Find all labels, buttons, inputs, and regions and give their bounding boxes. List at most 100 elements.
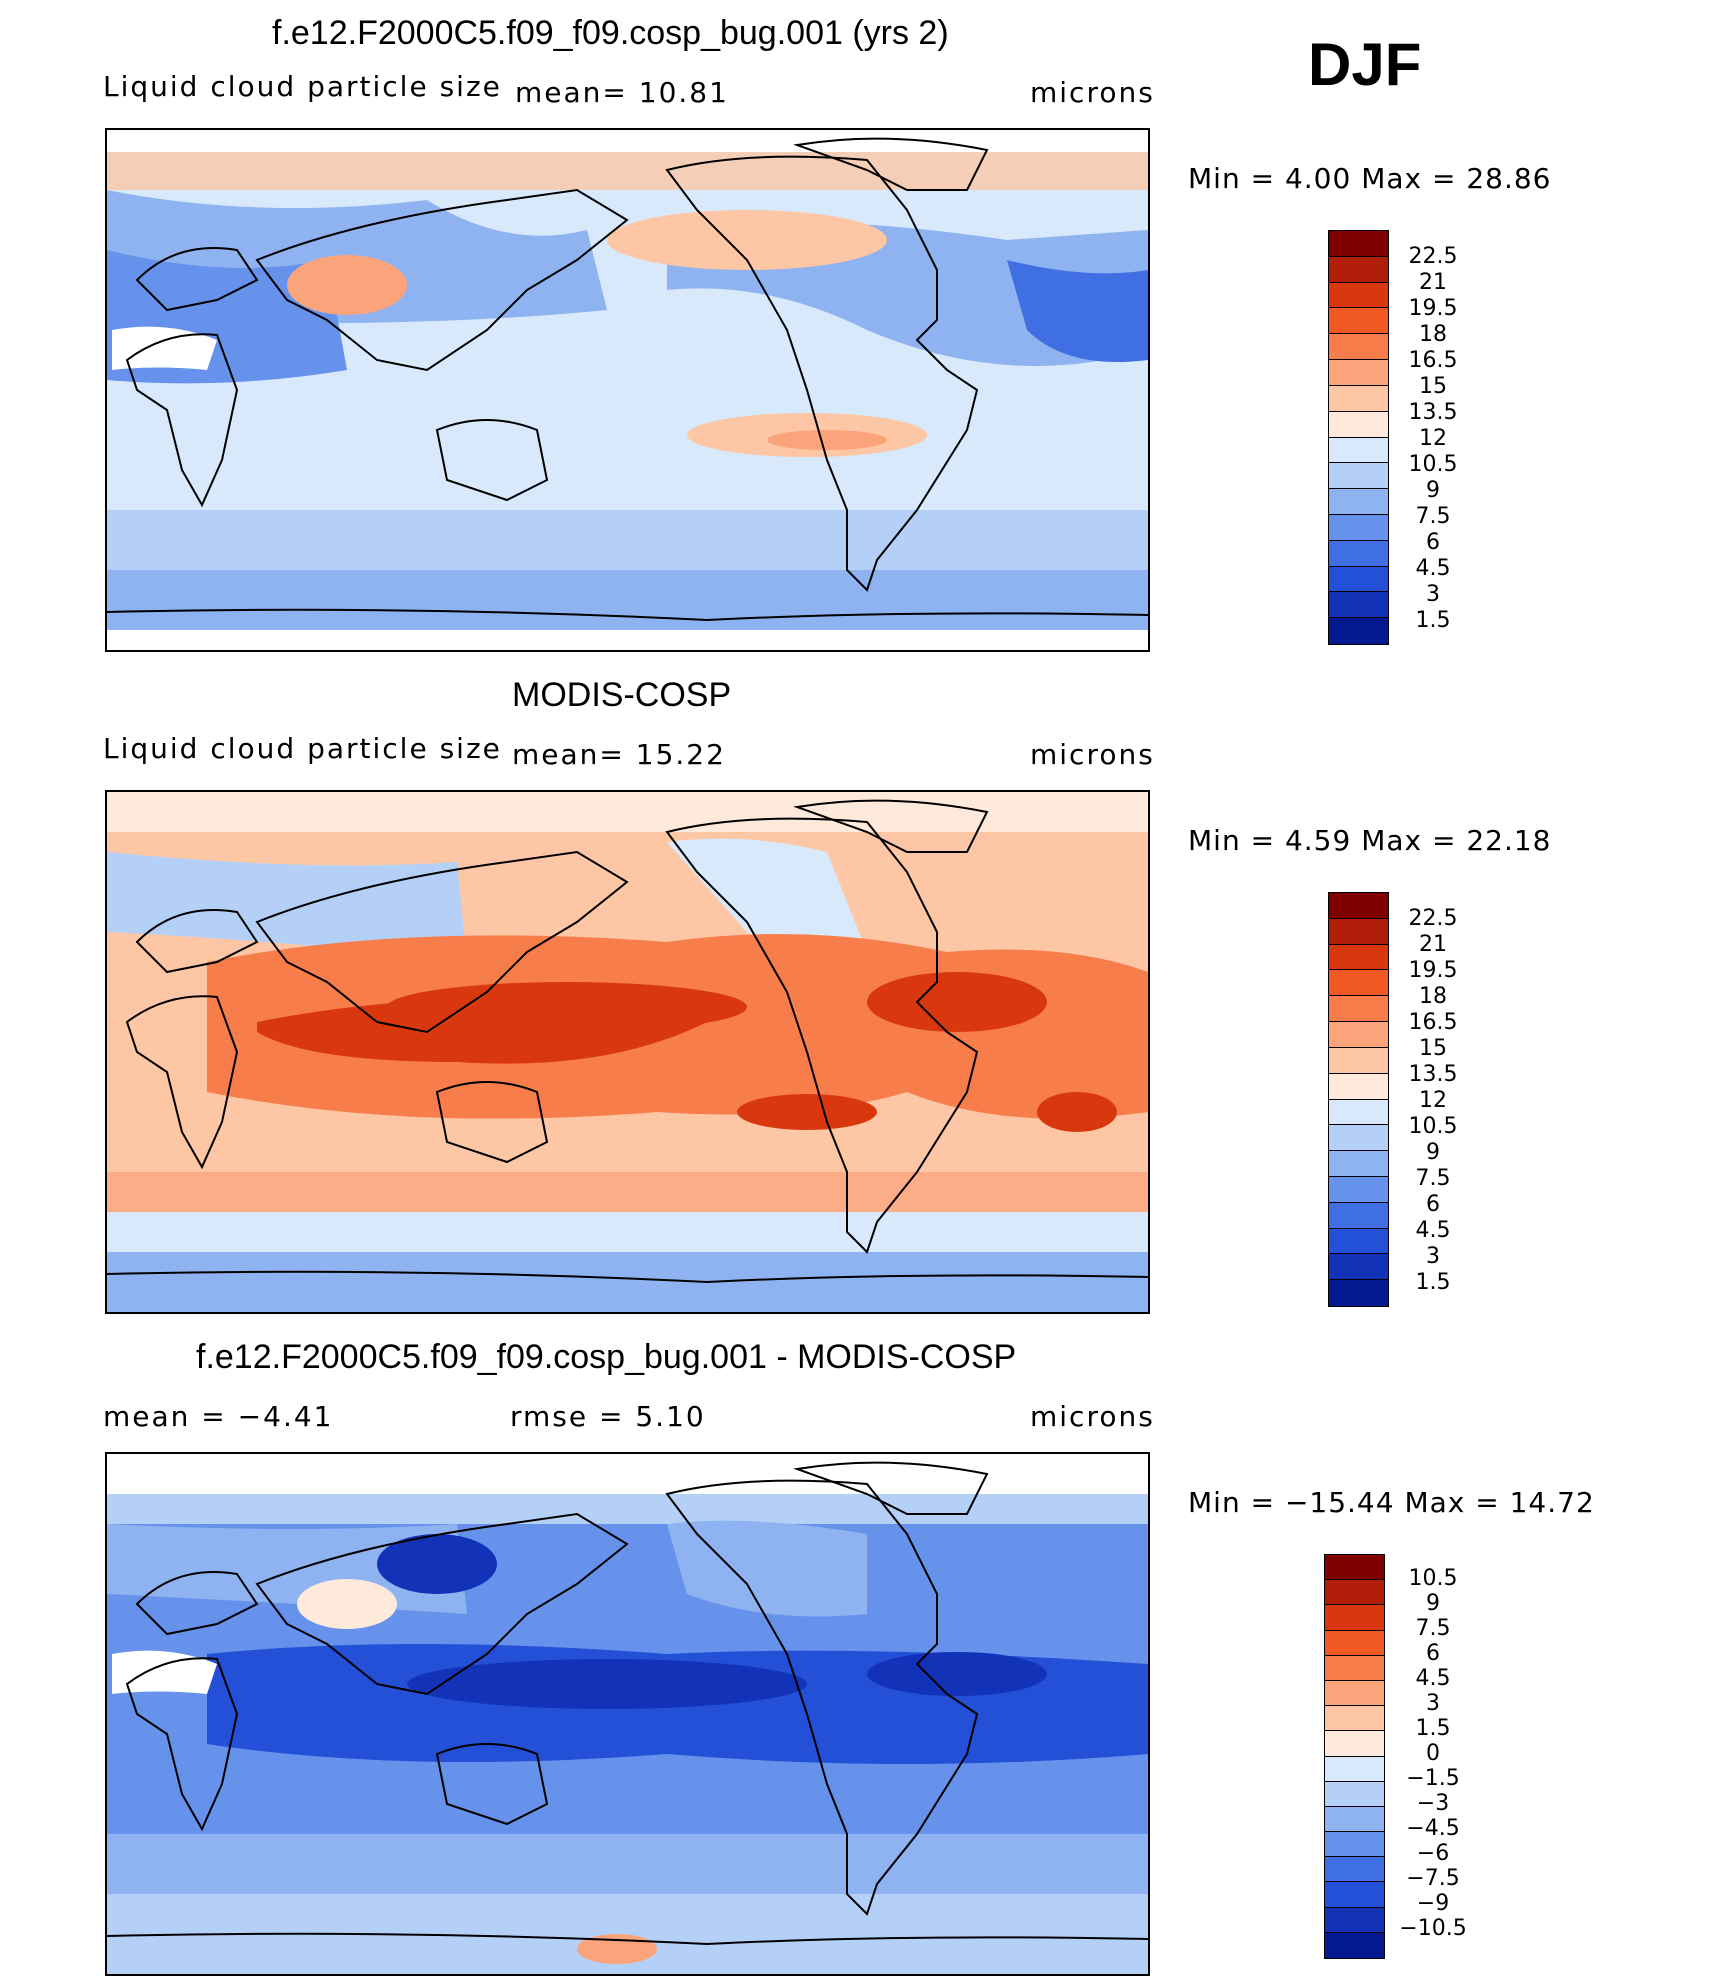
colorbar-tick: 21 xyxy=(1419,270,1447,295)
variable-label: Liquid cloud particle size xyxy=(103,732,502,765)
colorbar-tick: 7.5 xyxy=(1415,1166,1451,1191)
colorbar-tick: −7.5 xyxy=(1406,1866,1460,1891)
colorbar-tick: 13.5 xyxy=(1408,400,1458,425)
colorbar-tick: 4.5 xyxy=(1415,556,1451,581)
colorbar-tick: 15 xyxy=(1419,374,1447,399)
map-frame xyxy=(105,128,1150,652)
colorbar-cell xyxy=(1329,944,1388,971)
colorbar-tick: −10.5 xyxy=(1399,1916,1467,1941)
colorbar-cell xyxy=(1329,918,1388,945)
colorbar xyxy=(1324,1554,1385,1959)
coastlines xyxy=(107,137,1148,622)
colorbar-tick: 10.5 xyxy=(1408,1566,1458,1591)
colorbar-cell xyxy=(1325,1731,1384,1757)
colorbar-tick: 0 xyxy=(1426,1741,1440,1766)
colorbar-tick: 7.5 xyxy=(1415,1616,1451,1641)
colorbar-tick: 9 xyxy=(1426,478,1440,503)
colorbar-tick: 19.5 xyxy=(1408,958,1458,983)
colorbar-cell xyxy=(1329,1176,1388,1203)
colorbar-cell xyxy=(1329,1047,1388,1074)
colorbar-cell xyxy=(1325,1655,1384,1681)
colorbar-cell xyxy=(1329,893,1388,919)
colorbar-tick: 9 xyxy=(1426,1140,1440,1165)
map-plot xyxy=(107,1454,1148,1974)
colorbar-cell xyxy=(1329,1254,1388,1281)
colorbar-cell xyxy=(1325,1832,1384,1858)
panel-title: f.e12.F2000C5.f09_f09.cosp_bug.001 - MOD… xyxy=(196,1338,1017,1376)
mean-label: mean= 15.22 xyxy=(512,738,726,771)
colorbar-tick: 13.5 xyxy=(1408,1062,1458,1087)
colorbar xyxy=(1328,230,1389,645)
colorbar-cell xyxy=(1325,1555,1384,1581)
colorbar-tick: 6 xyxy=(1426,1192,1440,1217)
units-label: microns xyxy=(1030,738,1155,771)
colorbar-cell xyxy=(1329,1151,1388,1177)
colorbar-cell xyxy=(1329,566,1388,593)
colorbar-cell xyxy=(1329,360,1388,386)
colorbar-cell xyxy=(1329,1125,1388,1152)
colorbar-cell xyxy=(1329,437,1388,464)
colorbar-cell xyxy=(1325,1580,1384,1606)
colorbar-tick: 12 xyxy=(1419,426,1447,451)
colorbar-tick: 18 xyxy=(1419,984,1447,1009)
min-max-label: Min = 4.59 Max = 22.18 xyxy=(1188,824,1552,857)
colorbar-cell xyxy=(1329,1202,1388,1229)
colorbar-cell xyxy=(1329,618,1388,644)
colorbar-tick: 21 xyxy=(1419,932,1447,957)
colorbar-cell xyxy=(1329,489,1388,515)
min-max-label: Min = 4.00 Max = 28.86 xyxy=(1188,162,1552,195)
colorbar-cell xyxy=(1329,1022,1388,1048)
colorbar-tick: −6 xyxy=(1416,1841,1450,1866)
colorbar-tick: 18 xyxy=(1419,322,1447,347)
colorbar-cell xyxy=(1325,1882,1384,1908)
colorbar-tick: 10.5 xyxy=(1408,452,1458,477)
units-label: microns xyxy=(1030,1400,1155,1433)
colorbar-tick: 3 xyxy=(1426,1691,1440,1716)
colorbar-tick: 1.5 xyxy=(1415,608,1451,633)
colorbar-tick: 22.5 xyxy=(1408,906,1458,931)
colorbar-cell xyxy=(1329,592,1388,619)
mean-label: mean= 10.81 xyxy=(515,76,729,109)
colorbar-cell xyxy=(1329,970,1388,997)
mean-label: mean = −4.41 xyxy=(103,1400,334,1433)
colorbar-tick: 6 xyxy=(1426,530,1440,555)
colorbar-cell xyxy=(1325,1756,1384,1782)
map-plot xyxy=(107,792,1148,1312)
colorbar-tick: −1.5 xyxy=(1406,1766,1460,1791)
colorbar-cell xyxy=(1325,1706,1384,1732)
variable-label: Liquid cloud particle size xyxy=(103,70,502,103)
units-label: microns xyxy=(1030,76,1155,109)
map-frame xyxy=(105,790,1150,1314)
colorbar-tick: 4.5 xyxy=(1415,1218,1451,1243)
colorbar-tick: −9 xyxy=(1416,1891,1450,1916)
colorbar-tick: 4.5 xyxy=(1415,1666,1451,1691)
colorbar-cell xyxy=(1325,1907,1384,1933)
colorbar-cell xyxy=(1329,308,1388,335)
colorbar-cell xyxy=(1329,256,1388,283)
colorbar-cell xyxy=(1329,540,1388,567)
colorbar-cell xyxy=(1329,1073,1388,1100)
map-plot xyxy=(107,130,1148,650)
colorbar-tick: 22.5 xyxy=(1408,244,1458,269)
colorbar-cell xyxy=(1329,463,1388,490)
colorbar-cell xyxy=(1325,1680,1384,1707)
colorbar-cell xyxy=(1329,1280,1388,1306)
colorbar-tick: 16.5 xyxy=(1408,348,1458,373)
colorbar-tick: −4.5 xyxy=(1406,1816,1460,1841)
colorbar-tick: 1.5 xyxy=(1415,1270,1451,1295)
colorbar-tick: 10.5 xyxy=(1408,1114,1458,1139)
colorbar-cell xyxy=(1329,385,1388,412)
min-max-label: Min = −15.44 Max = 14.72 xyxy=(1188,1486,1595,1519)
colorbar-tick: 19.5 xyxy=(1408,296,1458,321)
colorbar-tick: 7.5 xyxy=(1415,504,1451,529)
map-frame xyxy=(105,1452,1150,1976)
colorbar-cell xyxy=(1325,1605,1384,1631)
colorbar-cell xyxy=(1329,231,1388,257)
colorbar-tick: 15 xyxy=(1419,1036,1447,1061)
panel-title: f.e12.F2000C5.f09_f09.cosp_bug.001 (yrs … xyxy=(272,14,949,52)
colorbar-cell xyxy=(1329,411,1388,438)
colorbar-tick: 12 xyxy=(1419,1088,1447,1113)
colorbar-tick: −3 xyxy=(1416,1791,1450,1816)
colorbar-tick: 3 xyxy=(1426,582,1440,607)
colorbar-cell xyxy=(1329,282,1388,309)
